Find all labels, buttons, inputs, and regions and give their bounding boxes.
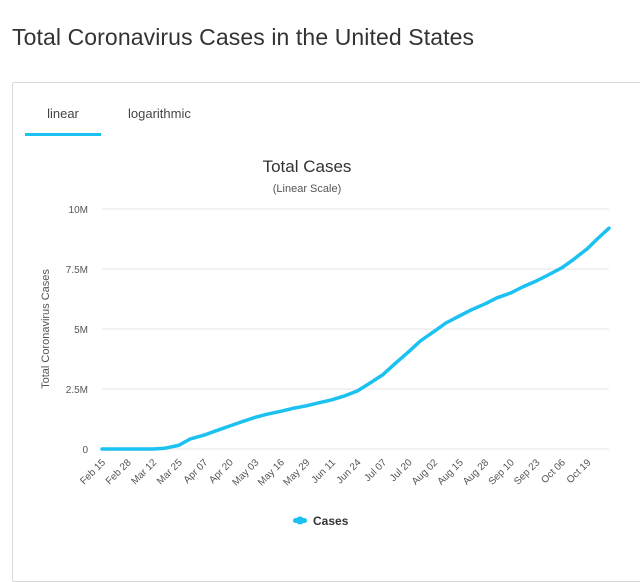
page-title: Total Coronavirus Cases in the United St…: [12, 24, 475, 50]
x-tick-label: Oct 06: [539, 457, 568, 486]
x-tick-label: May 16: [256, 457, 287, 488]
x-tick-label: Sep 10: [487, 457, 517, 487]
x-tick-label: Aug 15: [436, 457, 466, 487]
total-cases-chart: Total Cases (Linear Scale) Total Coronav…: [40, 157, 611, 528]
x-tick-label: Sep 23: [512, 457, 542, 487]
chart-subtitle: (Linear Scale): [273, 183, 341, 195]
x-tick-label: May 03: [230, 457, 261, 488]
x-tick-label: Feb 28: [104, 457, 134, 487]
tab-logarithmic[interactable]: logarithmic: [128, 106, 191, 121]
x-tick-label: Oct 19: [565, 457, 594, 486]
y-tick-label: 0: [82, 445, 88, 456]
legend-label-cases: Cases: [313, 514, 349, 528]
x-tick-label: Feb 15: [78, 457, 108, 487]
y-tick-label: 7.5M: [66, 265, 88, 276]
x-tick-label: Jun 11: [310, 457, 339, 486]
legend[interactable]: Cases: [293, 514, 349, 528]
x-tick-label: Apr 07: [182, 457, 211, 486]
x-tick-label: Mar 12: [129, 457, 159, 487]
x-tick-label: Jun 24: [335, 457, 364, 486]
x-tick-label: Jul 07: [362, 457, 389, 484]
tab-linear[interactable]: linear: [47, 106, 79, 121]
y-tick-labels: 0 2.5M 5M 7.5M 10M: [66, 205, 89, 456]
tab-active-indicator: [25, 133, 101, 136]
x-tick-label: Mar 25: [155, 457, 185, 487]
grid-lines: [102, 208, 609, 450]
legend-marker-cases: [296, 516, 304, 525]
y-tick-label: 5M: [74, 325, 88, 336]
x-tick-label: Aug 02: [410, 457, 440, 487]
y-tick-label: 10M: [69, 205, 88, 216]
y-tick-label: 2.5M: [66, 385, 88, 396]
y-axis-title: Total Coronavirus Cases: [40, 269, 52, 389]
chart-card: linear logarithmic Total Cases (Linear S…: [12, 82, 640, 582]
x-tick-label: Aug 28: [461, 457, 491, 487]
x-tick-label: May 29: [282, 457, 313, 488]
chart-title: Total Cases: [263, 157, 352, 176]
series-line-cases: [100, 226, 611, 451]
